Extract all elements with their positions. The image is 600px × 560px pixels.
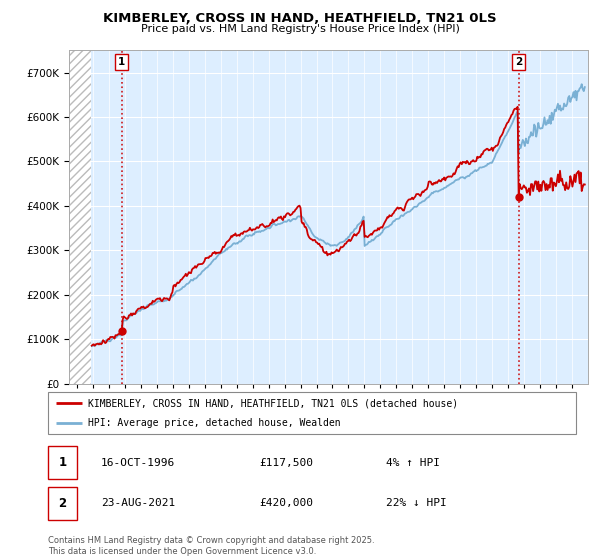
FancyBboxPatch shape [48, 487, 77, 520]
Text: KIMBERLEY, CROSS IN HAND, HEATHFIELD, TN21 0LS: KIMBERLEY, CROSS IN HAND, HEATHFIELD, TN… [103, 12, 497, 25]
Text: 1: 1 [118, 57, 125, 67]
Text: £117,500: £117,500 [259, 458, 313, 468]
Text: 1: 1 [58, 456, 67, 469]
Text: HPI: Average price, detached house, Wealden: HPI: Average price, detached house, Weal… [88, 418, 340, 428]
Text: 22% ↓ HPI: 22% ↓ HPI [386, 498, 446, 508]
Bar [69, 50, 91, 384]
Text: £420,000: £420,000 [259, 498, 313, 508]
FancyBboxPatch shape [48, 446, 77, 479]
Bar [69, 50, 91, 384]
Text: 2: 2 [58, 497, 67, 510]
Text: Contains HM Land Registry data © Crown copyright and database right 2025.
This d: Contains HM Land Registry data © Crown c… [48, 536, 374, 556]
Text: KIMBERLEY, CROSS IN HAND, HEATHFIELD, TN21 0LS (detached house): KIMBERLEY, CROSS IN HAND, HEATHFIELD, TN… [88, 398, 458, 408]
FancyBboxPatch shape [48, 392, 576, 434]
Text: 4% ↑ HPI: 4% ↑ HPI [386, 458, 440, 468]
Text: 2: 2 [515, 57, 522, 67]
Text: 23-AUG-2021: 23-AUG-2021 [101, 498, 175, 508]
Text: Price paid vs. HM Land Registry's House Price Index (HPI): Price paid vs. HM Land Registry's House … [140, 24, 460, 34]
Text: 16-OCT-1996: 16-OCT-1996 [101, 458, 175, 468]
